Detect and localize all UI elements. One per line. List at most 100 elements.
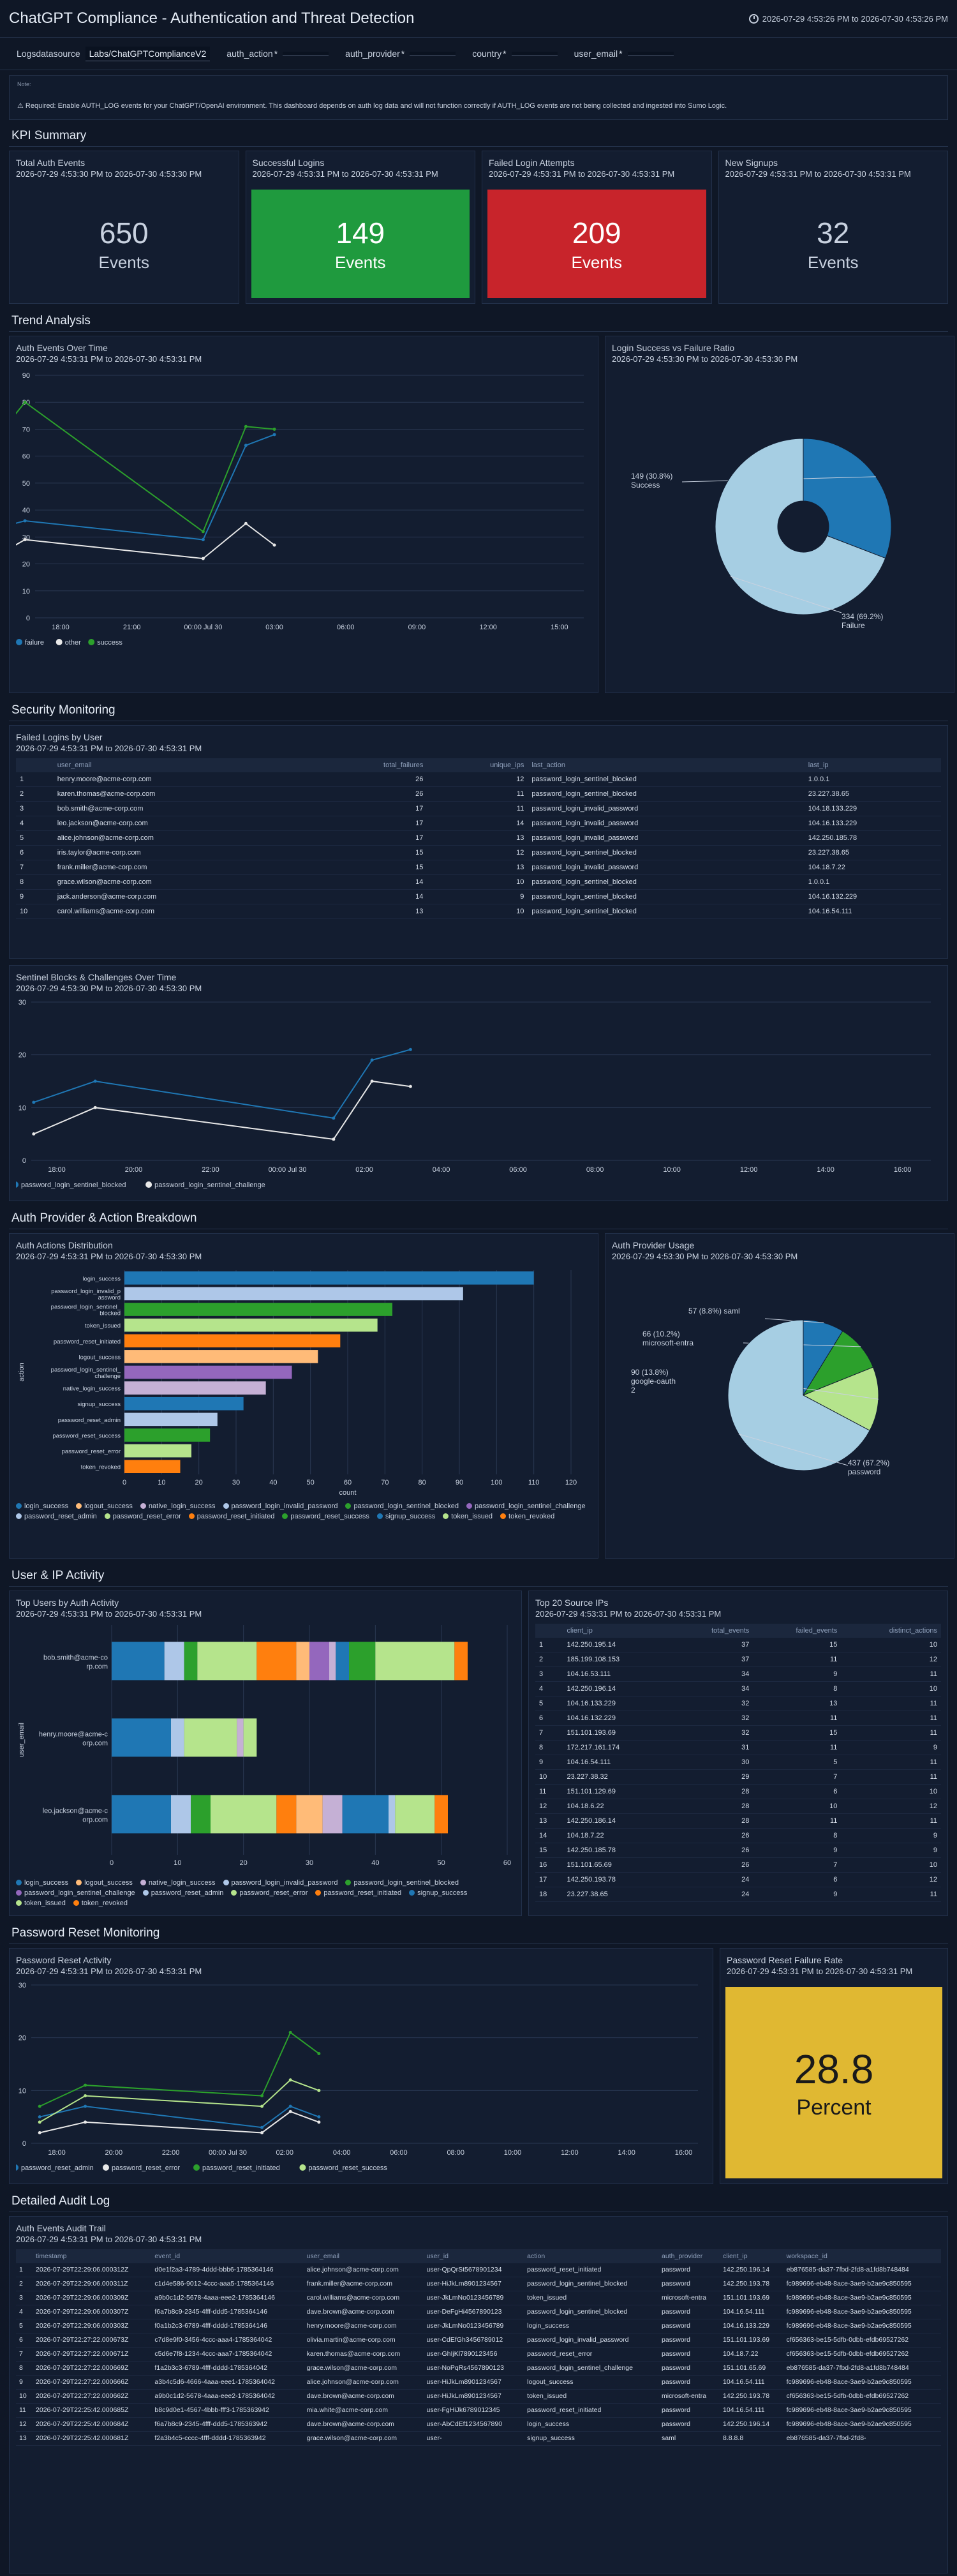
legend-item[interactable]: password_login_invalid_password (223, 1879, 338, 1887)
legend-item[interactable]: password_login_sentinel_challenge (466, 1502, 586, 1510)
table-row[interactable]: 6 2026-07-29T22:27:22.000673Z c7d8e9f0-345… (16, 2333, 941, 2348)
panel-audit-trail[interactable]: Auth Events Audit Trail 2026-07-29 4:53:… (9, 2216, 948, 2573)
column-header[interactable]: user_email (53, 758, 313, 772)
table-row[interactable]: 7 151.101.193.69 32 15 11 (535, 1725, 941, 1741)
panel-auth-provider-usage[interactable]: Auth Provider Usage 2026-07-29 4:53:30 P… (605, 1233, 954, 1559)
table-row[interactable]: 3 bob.smith@acme-corp.com 17 11 password_log… (16, 801, 941, 816)
filter-value[interactable] (511, 51, 558, 56)
legend-item[interactable]: signup_success (376, 1513, 435, 1520)
table-row[interactable]: 9 jack.anderson@acme-corp.com 14 9 password_… (16, 889, 941, 904)
table-row[interactable]: 7 2026-07-29T22:27:22.000671Z c5d6e7f8-123… (16, 2347, 941, 2362)
table-row[interactable]: 12 2026-07-29T22:25:42.000684Z f6a7b8c9-23… (16, 2417, 941, 2432)
table-row[interactable]: 8 2026-07-29T22:27:22.000669Z f1a2b3c3-678… (16, 2361, 941, 2376)
legend-item[interactable]: token_issued (443, 1513, 493, 1520)
filter-auth-provider[interactable]: auth_provider * (345, 49, 456, 59)
time-range-picker[interactable]: 2026-07-29 4:53:26 PM to 2026-07-30 4:53… (748, 13, 948, 24)
column-header[interactable]: last_action (528, 758, 805, 772)
table-row[interactable]: 2 2026-07-29T22:29:06.000311Z c1d4e586-901… (16, 2277, 941, 2291)
column-header[interactable]: client_ip (720, 2249, 783, 2263)
table-row[interactable]: 9 2026-07-29T22:27:22.000666Z a3b4c5d6-466… (16, 2375, 941, 2390)
table-row[interactable]: 1 2026-07-29T22:29:06.000312Z d0e1f2a3-478… (16, 2263, 941, 2277)
panel-auth-events-over-time[interactable]: Auth Events Over Time 2026-07-29 4:53:31… (0, 336, 598, 693)
table-row[interactable]: 5 104.16.133.229 32 13 11 (535, 1696, 941, 1711)
column-header[interactable]: last_ip (804, 758, 941, 772)
column-header[interactable]: failed_events (753, 1624, 842, 1638)
table-row[interactable]: 6 104.16.132.229 32 11 11 (535, 1711, 941, 1726)
table-row[interactable]: 16 151.101.65.69 26 7 10 (535, 1857, 941, 1873)
table-row[interactable]: 14 104.18.7.22 26 8 9 (535, 1828, 941, 1843)
column-header[interactable]: action (524, 2249, 659, 2263)
table-row[interactable]: 10 2026-07-29T22:27:22.000662Z a9b0c1d2-56… (16, 2389, 941, 2404)
legend-item[interactable]: token_revoked (73, 1899, 128, 1907)
legend-item[interactable]: password_reset_initiated (315, 1889, 401, 1897)
table-row[interactable]: 11 2026-07-29T22:25:42.000685Z b8c9d0e1-45… (16, 2403, 941, 2418)
table-row[interactable]: 3 104.16.53.111 34 9 11 (535, 1666, 941, 1682)
panel-password-reset-activity[interactable]: Password Reset Activity 2026-07-29 4:53:… (9, 1948, 713, 2184)
column-header[interactable]: event_id (151, 2249, 304, 2263)
table-row[interactable]: 3 2026-07-29T22:29:06.000309Z a9b0c1d2-567… (16, 2291, 941, 2305)
column-header[interactable]: user_id (423, 2249, 524, 2263)
table-row[interactable]: 1 142.250.195.14 37 15 10 (535, 1638, 941, 1652)
table-row[interactable]: 8 172.217.161.174 31 11 9 (535, 1740, 941, 1755)
legend-item[interactable]: password_reset_admin (16, 1513, 97, 1520)
legend-item[interactable]: password_reset_success (282, 1513, 369, 1520)
legend-item[interactable]: password_reset_error (231, 1889, 308, 1897)
filter-logsdatasource[interactable]: Logsdatasource Labs/ChatGPTComplianceV2 (17, 46, 211, 61)
panel-success-failure-ratio[interactable]: Login Success vs Failure Ratio 2026-07-2… (605, 336, 954, 693)
filter-user-email[interactable]: user_email * (574, 49, 674, 59)
filter-value[interactable] (627, 51, 674, 56)
legend-item[interactable]: login_success (16, 1879, 68, 1887)
column-header[interactable]: unique_ips (427, 758, 528, 772)
table-row[interactable]: 9 104.16.54.111 30 5 11 (535, 1755, 941, 1770)
column-header[interactable]: client_ip (563, 1624, 672, 1638)
column-header[interactable]: auth_provider (658, 2249, 720, 2263)
filter-auth-action[interactable]: auth_action * (226, 49, 329, 59)
kpi-failed-login-attempts[interactable]: Failed Login Attempts 2026-07-29 4:53:31… (482, 151, 712, 304)
table-row[interactable]: 5 alice.johnson@acme-corp.com 17 13 password… (16, 830, 941, 846)
legend-item[interactable]: token_revoked (500, 1513, 554, 1520)
legend-item[interactable]: password_login_sentinel_challenge (16, 1889, 135, 1897)
legend-item[interactable]: native_login_success (140, 1879, 216, 1887)
legend-item[interactable]: password_reset_initiated (188, 1513, 274, 1520)
table-row[interactable]: 4 2026-07-29T22:29:06.000307Z f6a7b8c9-234… (16, 2305, 941, 2319)
table-row[interactable]: 15 142.250.185.78 26 9 9 (535, 1843, 941, 1858)
panel-password-reset-failure-rate[interactable]: Password Reset Failure Rate 2026-07-29 4… (720, 1948, 948, 2184)
legend-item[interactable]: login_success (16, 1502, 68, 1510)
filter-value[interactable]: Labs/ChatGPTComplianceV2 (85, 46, 211, 61)
column-header[interactable] (16, 2249, 33, 2263)
legend-item[interactable]: password_login_sentinel_blocked (345, 1879, 459, 1887)
table-row[interactable]: 1 henry.moore@acme-corp.com 26 12 password_l… (16, 772, 941, 787)
table-row[interactable]: 18 23.227.38.65 24 9 11 (535, 1887, 941, 1902)
table-row[interactable]: 12 104.18.6.22 28 10 12 (535, 1799, 941, 1814)
legend-item[interactable]: logout_success (76, 1502, 133, 1510)
legend-item[interactable]: logout_success (76, 1879, 133, 1887)
kpi-successful-logins[interactable]: Successful Logins 2026-07-29 4:53:31 PM … (245, 151, 475, 304)
legend-item[interactable]: token_issued (16, 1899, 66, 1907)
table-row[interactable]: 13 2026-07-29T22:25:42.000681Z f2a3b4c5-cc… (16, 2431, 941, 2446)
table-row[interactable]: 5 2026-07-29T22:29:06.000303Z f0a1b2c3-678… (16, 2319, 941, 2333)
column-header[interactable]: total_failures (312, 758, 427, 772)
table-row[interactable]: 13 142.250.186.14 28 11 11 (535, 1813, 941, 1829)
panel-auth-actions-distribution[interactable]: Auth Actions Distribution 2026-07-29 4:5… (9, 1233, 598, 1559)
column-header[interactable]: total_events (671, 1624, 753, 1638)
table-row[interactable]: 6 iris.taylor@acme-corp.com 15 12 password_l… (16, 845, 941, 860)
column-header[interactable] (535, 1624, 563, 1638)
table-row[interactable]: 4 142.250.196.14 34 8 10 (535, 1681, 941, 1696)
panel-sentinel-blocks[interactable]: Sentinel Blocks & Challenges Over Time 2… (9, 965, 948, 1201)
panel-failed-logins-by-user[interactable]: Failed Logins by User 2026-07-29 4:53:31… (9, 725, 948, 959)
table-row[interactable]: 17 142.250.193.78 24 6 12 (535, 1872, 941, 1887)
filter-value[interactable] (410, 51, 456, 56)
filter-value[interactable] (283, 51, 329, 56)
column-header[interactable]: user_email (303, 2249, 424, 2263)
table-row[interactable]: 10 carol.williams@acme-corp.com 13 10 passwo… (16, 904, 941, 919)
filter-country[interactable]: country * (472, 49, 558, 59)
legend-item[interactable]: signup_success (409, 1889, 467, 1897)
table-row[interactable]: 8 grace.wilson@acme-corp.com 14 10 password_… (16, 874, 941, 890)
legend-item[interactable]: native_login_success (140, 1502, 216, 1510)
legend-item[interactable]: password_reset_error (104, 1513, 181, 1520)
column-header[interactable]: timestamp (33, 2249, 152, 2263)
table-row[interactable]: 7 frank.miller@acme-corp.com 15 13 password_… (16, 860, 941, 875)
legend-item[interactable]: password_login_invalid_password (223, 1502, 338, 1510)
kpi-new-signups[interactable]: New Signups 2026-07-29 4:53:31 PM to 202… (718, 151, 948, 304)
table-row[interactable]: 11 151.101.129.69 28 6 10 (535, 1784, 941, 1799)
